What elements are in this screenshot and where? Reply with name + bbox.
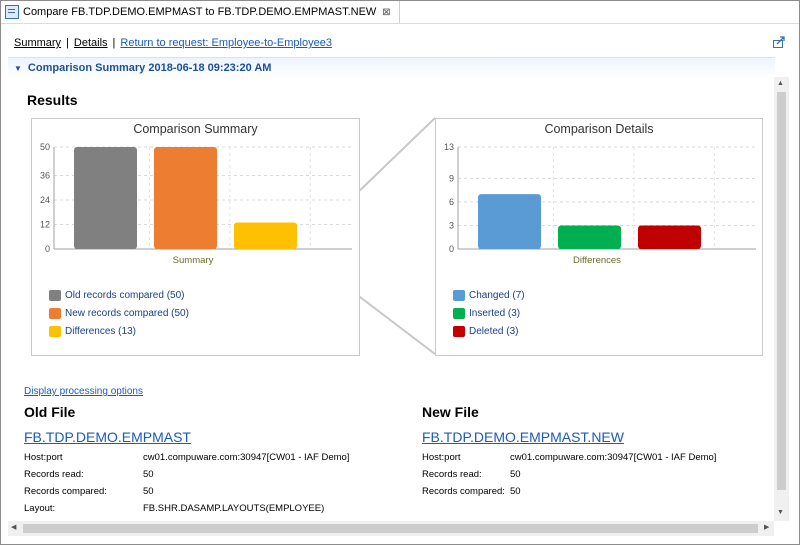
vertical-scrollbar[interactable]: ▲ ▼ [774, 77, 789, 521]
editor-tab[interactable]: Compare FB.TDP.DEMO.EMPMAST to FB.TDP.DE… [1, 1, 400, 23]
field-value: 50 [510, 486, 521, 497]
y-tick-label: 24 [40, 195, 50, 205]
field-label: Records compared: [422, 486, 505, 497]
horizontal-scrollbar[interactable]: ◀ ▶ [8, 521, 774, 536]
old-file-heading: Old File [24, 404, 76, 420]
legend-label: Old records compared (50) [65, 290, 185, 301]
field-value: FB.SHR.DASAMP.LAYOUTS(EMPLOYEE) [143, 503, 325, 514]
editor-tab-bar: Compare FB.TDP.DEMO.EMPMAST to FB.TDP.DE… [1, 1, 799, 24]
legend-swatch [453, 308, 465, 319]
horizontal-scroll-thumb[interactable] [23, 524, 758, 533]
y-tick-label: 12 [40, 220, 50, 230]
display-processing-options-link[interactable]: Display processing options [24, 386, 143, 397]
field-value: 50 [143, 486, 154, 497]
legend-item: New records compared (50) [49, 308, 189, 319]
scroll-right-icon[interactable]: ▶ [764, 524, 770, 531]
export-icon[interactable] [773, 36, 786, 48]
legend-swatch [453, 326, 465, 337]
field-label: Host:port [422, 452, 461, 463]
separator: | [112, 37, 116, 49]
legend-label: Changed (7) [469, 290, 525, 301]
bar[interactable] [74, 147, 137, 249]
collapse-triangle-icon[interactable]: ▼ [14, 63, 22, 73]
bar[interactable] [638, 225, 701, 249]
legend-swatch [453, 290, 465, 301]
view-toolbar: Summary | Details | Return to request: Emplo… [14, 37, 332, 49]
legend-label: New records compared (50) [65, 308, 189, 319]
legend-item: Deleted (3) [453, 326, 518, 337]
bar[interactable] [478, 194, 541, 249]
bar[interactable] [234, 222, 297, 249]
bar[interactable] [558, 225, 621, 249]
y-tick-label: 0 [45, 244, 50, 254]
legend-swatch [49, 290, 61, 301]
field-value: cw01.compuware.com:30947[CW01 - IAF Demo… [143, 452, 350, 463]
section-title: Comparison Summary 2018-06-18 09:23:20 A… [27, 62, 272, 74]
old-file-link[interactable]: FB.TDP.DEMO.EMPMAST [24, 429, 191, 445]
legend-label: Deleted (3) [469, 326, 519, 337]
legend-item: Differences (13) [49, 326, 136, 337]
tab-title: Compare FB.TDP.DEMO.EMPMAST to FB.TDP.DE… [23, 6, 377, 18]
field-label: Layout: [24, 503, 56, 514]
chart-plot: 0 3 6 9 13 Differences [444, 142, 756, 266]
details-link[interactable]: Details [73, 37, 108, 49]
comparison-summary-chart: Comparison Summary 0 12 24 36 50 Summary Old … [31, 118, 360, 356]
comparison-summary-section-header[interactable]: ▼ Comparison Summary 2018-06-18 09:23:20… [8, 57, 775, 78]
scroll-up-icon[interactable]: ▲ [777, 80, 784, 87]
legend-item: Old records compared (50) [49, 290, 185, 301]
close-icon[interactable]: ⊠ [382, 6, 391, 18]
y-tick-label: 0 [449, 244, 454, 254]
separator: | [66, 37, 69, 49]
y-tick-label: 50 [40, 142, 50, 152]
field-value: 50 [143, 469, 154, 480]
y-tick-label: 36 [40, 171, 50, 181]
new-file-heading: New File [422, 404, 479, 420]
scroll-down-icon[interactable]: ▼ [777, 509, 784, 516]
legend-item: Changed (7) [453, 290, 525, 301]
field-label: Records read: [422, 469, 482, 480]
x-axis-label: Summary [173, 255, 214, 266]
chart-title: Comparison Summary [133, 122, 258, 136]
legend-label: Differences (13) [65, 326, 136, 337]
summary-link[interactable]: Summary [14, 37, 62, 49]
compare-document-icon [5, 5, 19, 19]
x-axis-label: Differences [573, 255, 621, 266]
comparison-details-chart: Comparison Details 0 3 6 9 13 Differences Cha… [435, 118, 763, 356]
field-label: Host:port [24, 452, 63, 463]
new-file-link[interactable]: FB.TDP.DEMO.EMPMAST.NEW [422, 429, 624, 445]
y-tick-label: 6 [449, 197, 454, 207]
field-value: 50 [510, 469, 521, 480]
field-label: Records compared: [24, 486, 107, 497]
field-label: Records read: [24, 469, 84, 480]
chart-title: Comparison Details [544, 122, 654, 136]
bar[interactable] [154, 147, 217, 249]
scroll-left-icon[interactable]: ◀ [11, 524, 17, 531]
return-to-request-link[interactable]: Return to request: Employee-to-Employee3 [120, 37, 332, 49]
chart-plot: 0 12 24 36 50 Summary [40, 142, 352, 266]
y-tick-label: 3 [449, 220, 454, 230]
legend-item: Inserted (3) [453, 308, 520, 319]
y-tick-label: 13 [444, 142, 454, 152]
vertical-scroll-thumb[interactable] [777, 92, 786, 490]
legend-label: Inserted (3) [469, 308, 521, 319]
legend-swatch [49, 326, 61, 337]
field-value: cw01.compuware.com:30947[CW01 - IAF Demo… [510, 452, 717, 463]
results-title: Results [27, 92, 78, 108]
y-tick-label: 9 [449, 173, 454, 183]
legend-swatch [49, 308, 61, 319]
